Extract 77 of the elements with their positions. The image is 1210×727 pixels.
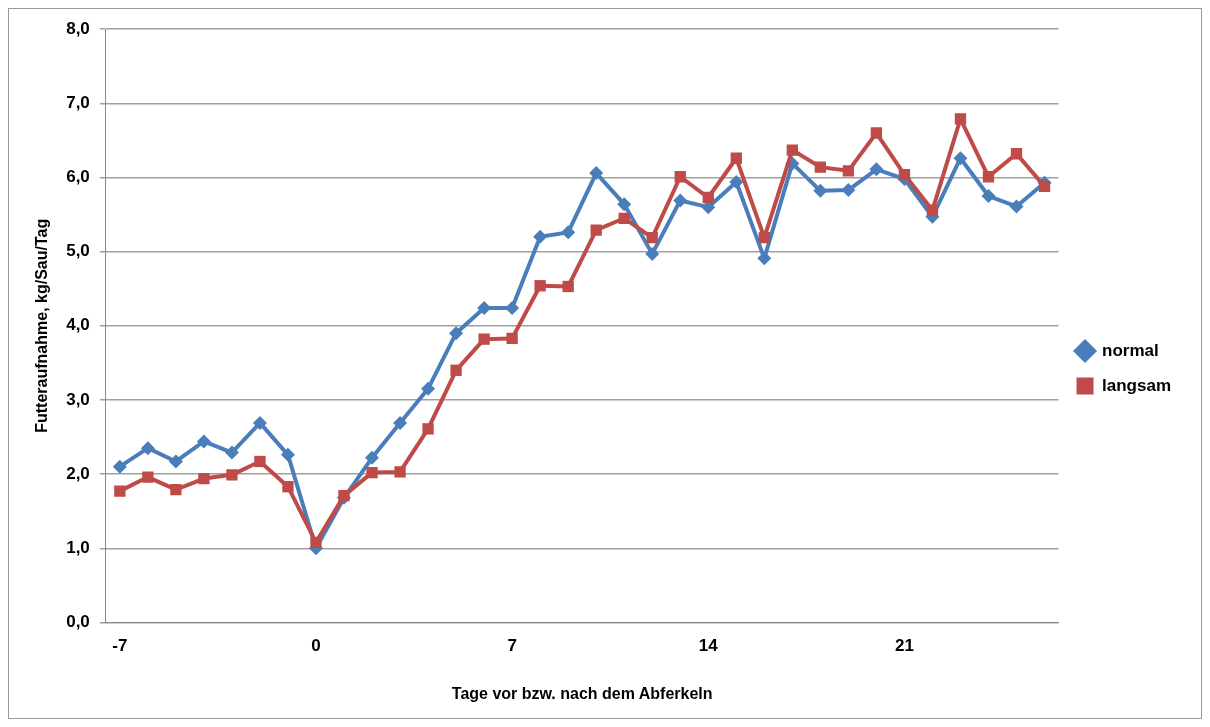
point — [589, 166, 604, 181]
point — [252, 415, 267, 430]
point — [981, 189, 996, 204]
x-tick-label: 14 — [698, 636, 719, 656]
point — [393, 415, 408, 430]
y-tick-label: 6,0 — [66, 167, 90, 187]
point — [196, 434, 211, 449]
point — [534, 280, 546, 292]
x-axis-title: Tage vor bzw. nach dem Abferkeln — [451, 684, 713, 702]
x-tick-label: 0 — [311, 636, 321, 656]
point — [114, 485, 126, 497]
point — [982, 171, 995, 183]
y-tick-label: 8,0 — [66, 18, 90, 38]
y-tick-label: 7,0 — [66, 93, 90, 113]
point — [310, 536, 322, 548]
point — [421, 381, 436, 396]
point — [142, 471, 154, 483]
point — [702, 191, 714, 204]
point — [898, 168, 911, 181]
y-tick-label: 1,0 — [66, 537, 90, 557]
point — [366, 466, 378, 479]
point — [645, 246, 660, 261]
point — [562, 280, 574, 293]
point — [365, 450, 380, 465]
y-tick-label: 2,0 — [66, 463, 90, 483]
point — [1038, 180, 1051, 193]
point — [168, 454, 183, 469]
point — [140, 441, 155, 456]
point — [814, 161, 827, 173]
point — [869, 162, 884, 177]
point — [842, 165, 855, 177]
point — [1010, 148, 1023, 160]
x-tick-label: 7 — [507, 636, 517, 656]
point — [224, 445, 239, 460]
point — [506, 332, 518, 345]
point — [505, 301, 520, 315]
y-axis-title: Futteraufnahme, kg/Sau/Tag — [33, 218, 51, 433]
y-tick-label: 5,0 — [66, 241, 90, 261]
point — [478, 333, 490, 345]
y-tick-label: 0,0 — [66, 612, 90, 632]
point — [449, 326, 464, 341]
point — [198, 472, 210, 485]
legend-label: normal — [1102, 340, 1159, 360]
point — [841, 183, 856, 198]
point — [561, 225, 576, 240]
point — [280, 447, 295, 462]
point — [112, 459, 127, 474]
point — [757, 251, 772, 266]
point — [729, 174, 744, 189]
point — [870, 127, 883, 139]
point — [758, 231, 770, 244]
point — [646, 231, 658, 244]
point — [617, 197, 632, 212]
x-tick-label: 21 — [894, 636, 914, 656]
point — [1009, 199, 1024, 214]
point — [533, 229, 548, 244]
point — [450, 364, 462, 376]
point — [170, 484, 182, 496]
point — [954, 113, 967, 125]
point — [618, 212, 630, 224]
y-tick-label: 3,0 — [66, 389, 90, 409]
x-tick-label: -7 — [112, 636, 128, 656]
point — [813, 183, 828, 198]
point — [926, 204, 939, 216]
point — [786, 144, 798, 156]
legend-label: langsam — [1102, 375, 1172, 395]
point — [394, 466, 406, 478]
y-tick-label: 4,0 — [66, 315, 90, 335]
point — [422, 423, 434, 435]
point — [673, 193, 688, 208]
point — [282, 481, 294, 493]
point — [226, 469, 238, 481]
point — [254, 455, 266, 468]
point — [674, 171, 686, 183]
point — [730, 152, 742, 164]
point — [590, 224, 602, 236]
point — [953, 151, 968, 166]
